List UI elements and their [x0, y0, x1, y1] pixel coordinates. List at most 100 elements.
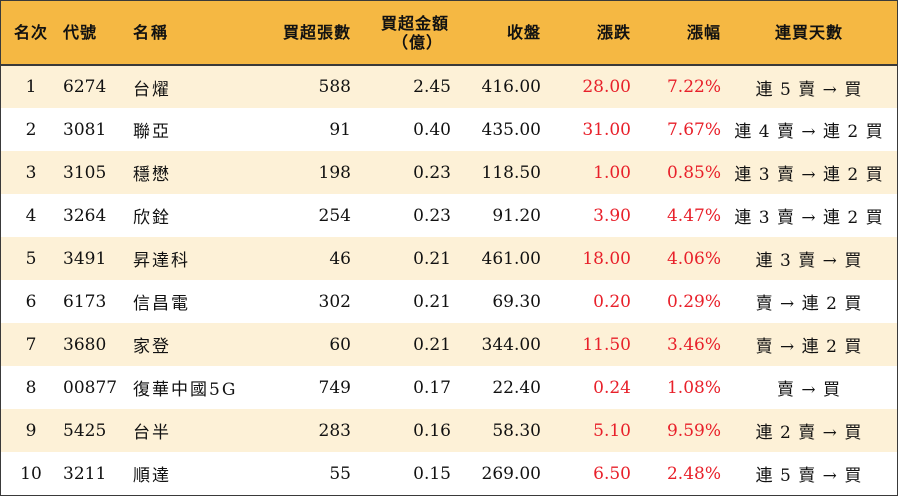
cell-code: 3081: [63, 119, 107, 140]
cell-rank: 9: [25, 420, 37, 441]
cell-rank: 7: [25, 334, 37, 355]
table-row: 3 3105 穩懋 198 0.23 118.50 1.00 0.85% 連 3 賣 → 連 2…: [1, 151, 897, 194]
table-row: 5 3491 昇達科 46 0.21 461.00 18.00 4.06% 連 3 賣 → 買: [1, 237, 897, 280]
cell-amount: 0.16: [413, 420, 451, 441]
cell-name: 台燿: [133, 79, 171, 100]
header-change: 漲跌: [541, 1, 631, 66]
cell-lots: 588: [318, 77, 351, 97]
cell-days: 連 4 賣 → 連 2 買: [734, 122, 884, 142]
cell-pct: 2.48%: [666, 463, 721, 484]
cell-lots: 55: [329, 463, 351, 484]
cell-lots: 46: [329, 248, 351, 269]
cell-pct: 9.59%: [666, 420, 721, 441]
cell-amount: 2.45: [413, 77, 451, 97]
cell-change: 11.50: [582, 334, 631, 355]
cell-name: 信昌電: [133, 294, 190, 314]
cell-name: 復華中國5G: [133, 380, 238, 400]
table-row: 10 3211 順達 55 0.15 269.00 6.50 2.48% 連 5 賣 → 買: [1, 452, 897, 495]
cell-name: 順達: [133, 466, 171, 486]
table-row: 1 6274 台燿 588 2.45 416.00 28.00 7.22% 連 5 賣 → 買: [1, 65, 897, 108]
cell-lots: 302: [318, 291, 351, 312]
cell-rank: 4: [25, 205, 37, 226]
cell-change: 28.00: [582, 77, 631, 97]
cell-close: 69.30: [492, 291, 541, 312]
cell-close: 118.50: [481, 162, 541, 183]
cell-amount: 0.40: [413, 119, 451, 140]
cell-lots: 254: [318, 205, 351, 226]
cell-code: 6173: [63, 291, 107, 312]
header-lots: 買超張數: [271, 1, 351, 66]
cell-rank: 2: [25, 119, 37, 140]
cell-code: 00877: [63, 377, 118, 398]
header-pct: 漲幅: [631, 1, 721, 66]
header-row: 名次 代號 名稱 買超張數 買超金額 （億） 收盤 漲跌 漲幅 連買天數: [1, 1, 897, 66]
cell-name: 台半: [133, 423, 171, 443]
cell-lots: 91: [329, 119, 351, 140]
cell-change: 5.10: [593, 420, 631, 441]
cell-lots: 749: [318, 377, 351, 398]
header-code: 代號: [61, 1, 131, 66]
cell-lots: 198: [318, 162, 351, 183]
header-amount-line2: （億）: [391, 32, 443, 52]
cell-rank: 5: [25, 248, 37, 269]
cell-amount: 0.21: [413, 291, 451, 312]
cell-name: 穩懋: [133, 165, 171, 185]
table-body: 1 6274 台燿 588 2.45 416.00 28.00 7.22% 連 5 賣 → 買 2…: [1, 65, 897, 495]
cell-close: 22.40: [492, 377, 541, 398]
cell-close: 461.00: [481, 248, 541, 269]
cell-rank: 10: [20, 463, 42, 484]
cell-change: 3.90: [593, 205, 631, 226]
cell-rank: 8: [25, 377, 37, 398]
cell-rank: 3: [25, 162, 37, 183]
cell-days: 賣 → 買: [776, 380, 842, 400]
cell-change: 0.20: [593, 291, 631, 312]
cell-pct: 4.47%: [666, 205, 721, 226]
table-row: 9 5425 台半 283 0.16 58.30 5.10 9.59% 連 2 賣 → 買: [1, 409, 897, 452]
cell-pct: 7.22%: [666, 77, 721, 97]
table-row: 4 3264 欣銓 254 0.23 91.20 3.90 4.47% 連 3 賣 → 連 2 …: [1, 194, 897, 237]
cell-pct: 0.85%: [666, 162, 721, 183]
cell-change: 18.00: [582, 248, 631, 269]
cell-days: 連 3 賣 → 連 2 買: [734, 208, 884, 228]
cell-name: 家登: [133, 337, 171, 357]
cell-pct: 7.67%: [666, 119, 721, 140]
cell-code: 3491: [63, 248, 107, 269]
cell-name: 欣銓: [133, 208, 171, 228]
table-row: 8 00877 復華中國5G 749 0.17 22.40 0.24 1.08% 賣 → 買: [1, 366, 897, 409]
cell-amount: 0.23: [413, 162, 451, 183]
cell-pct: 0.29%: [666, 291, 721, 312]
cell-code: 6274: [63, 77, 107, 97]
cell-days: 賣 → 連 2 買: [755, 337, 863, 357]
cell-days: 連 3 賣 → 連 2 買: [734, 165, 884, 185]
cell-days: 連 3 賣 → 買: [755, 251, 863, 271]
cell-name: 聯亞: [133, 122, 171, 142]
cell-lots: 283: [318, 420, 351, 441]
cell-amount: 0.17: [413, 377, 451, 398]
cell-code: 3680: [63, 334, 107, 355]
header-close: 收盤: [451, 1, 541, 66]
cell-code: 3211: [63, 463, 107, 484]
cell-rank: 1: [25, 77, 37, 97]
header-days: 連買天數: [721, 1, 897, 66]
cell-close: 91.20: [492, 205, 541, 226]
header-rank: 名次: [1, 1, 61, 66]
cell-amount: 0.21: [413, 248, 451, 269]
cell-amount: 0.15: [413, 463, 451, 484]
cell-close: 416.00: [481, 77, 541, 97]
cell-close: 58.30: [492, 420, 541, 441]
cell-pct: 3.46%: [666, 334, 721, 355]
cell-close: 435.00: [481, 119, 541, 140]
table-header: 名次 代號 名稱 買超張數 買超金額 （億） 收盤 漲跌 漲幅 連買天數: [1, 1, 897, 66]
cell-code: 3264: [63, 205, 107, 226]
cell-amount: 0.23: [413, 205, 451, 226]
cell-days: 連 5 賣 → 買: [755, 466, 863, 486]
cell-name: 昇達科: [133, 251, 190, 271]
table-row: 2 3081 聯亞 91 0.40 435.00 31.00 7.67% 連 4 賣 → 連 2…: [1, 108, 897, 151]
table-row: 7 3680 家登 60 0.21 344.00 11.50 3.46% 賣 → 連 2 買: [1, 323, 897, 366]
cell-change: 31.00: [582, 119, 631, 140]
cell-code: 5425: [63, 420, 107, 441]
header-amount: 買超金額 （億）: [351, 1, 451, 66]
cell-close: 269.00: [481, 463, 541, 484]
cell-pct: 1.08%: [666, 377, 721, 398]
